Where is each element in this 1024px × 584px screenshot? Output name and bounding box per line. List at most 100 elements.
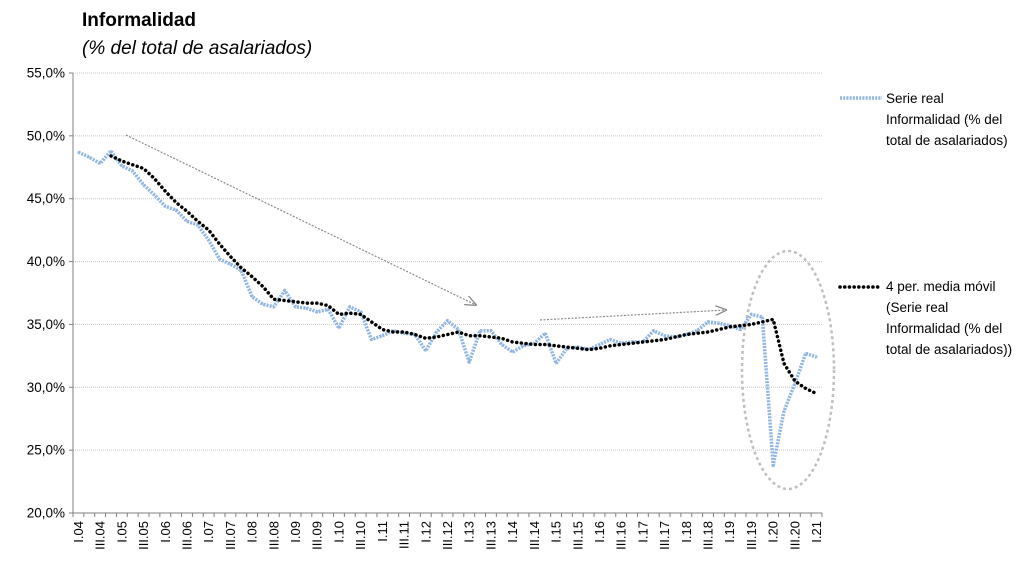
data-point	[750, 313, 753, 316]
data-point	[511, 350, 514, 354]
data-point	[174, 208, 178, 212]
data-point	[98, 162, 102, 165]
downtrend-arrow	[125, 134, 476, 305]
x-tick-label: I.16	[592, 521, 607, 543]
y-tick-label: 30,0%	[27, 380, 65, 395]
x-tick-label: III.15	[570, 521, 585, 550]
data-point	[283, 289, 286, 292]
series-real	[77, 149, 818, 467]
x-tick-label: III.09	[310, 521, 325, 550]
data-point	[348, 305, 351, 308]
x-tick-label: III.18	[701, 521, 716, 550]
x-tick-label: III.14	[527, 521, 542, 550]
x-tick-label: III.13	[483, 521, 498, 550]
y-tick-label: 35,0%	[27, 317, 65, 332]
data-point	[305, 306, 308, 310]
data-point	[609, 338, 612, 341]
data-point	[229, 262, 232, 266]
chart-subtitle: (% del total de asalariados)	[82, 38, 313, 59]
data-point	[294, 305, 297, 308]
data-point	[663, 334, 666, 337]
x-tick-label: I.09	[288, 521, 303, 543]
y-axis: 20,0% 25,0% 30,0% 35,0% 40,0% 45,0% 50,0% 55,0%	[27, 66, 74, 521]
data-point	[706, 320, 710, 324]
chart-title: Informalidad	[82, 10, 197, 31]
series-line	[77, 149, 818, 467]
y-tick-label: 40,0%	[27, 254, 65, 269]
data-point	[772, 464, 775, 467]
data-point	[316, 310, 319, 314]
data-point	[218, 257, 221, 261]
x-tick-label: III.20	[787, 521, 802, 550]
x-tick-label: I.13	[462, 521, 477, 543]
data-point	[153, 193, 156, 197]
data-point	[598, 343, 601, 346]
data-point	[109, 149, 113, 153]
y-tick-label: 25,0%	[27, 443, 65, 458]
data-point	[240, 269, 243, 272]
x-tick-label: I.15	[549, 521, 564, 543]
data-point	[261, 303, 265, 306]
x-tick-label: III.06	[179, 521, 194, 550]
gridlines	[73, 72, 822, 451]
data-point	[250, 295, 254, 298]
legend-entry-real: Serie real Informalidad (% del total de …	[838, 88, 1008, 151]
x-tick-label: I.19	[722, 521, 737, 543]
data-point	[804, 352, 807, 355]
x-tick-label: III.12	[440, 521, 455, 550]
legend-marks	[838, 96, 884, 289]
x-tick-label: I.18	[679, 521, 694, 543]
series-moving-average	[109, 154, 819, 396]
data-point	[77, 151, 80, 154]
data-point	[761, 315, 764, 319]
x-tick-label: III.16	[614, 521, 629, 550]
y-tick-label: 55,0%	[27, 66, 65, 81]
y-tick-label: 45,0%	[27, 191, 65, 206]
x-tick-label: III.08	[266, 521, 281, 550]
data-point	[185, 220, 189, 223]
x-tick-label: I.12	[418, 521, 433, 543]
data-point	[359, 310, 362, 314]
x-tick-label: I.06	[158, 521, 173, 543]
x-tick-label: III.17	[657, 521, 672, 550]
x-tick-label: III.04	[93, 521, 108, 550]
data-point	[435, 330, 438, 334]
x-tick-label: I.05	[114, 521, 129, 543]
data-point	[500, 343, 503, 346]
x-tick-label: I.21	[809, 521, 824, 543]
data-point	[793, 382, 797, 385]
data-point	[272, 305, 275, 308]
data-point	[142, 183, 145, 187]
data-point	[131, 169, 134, 173]
data-point	[446, 319, 449, 322]
x-tick-label: III.05	[136, 521, 151, 550]
x-tick-label: III.11	[397, 521, 412, 549]
x-tick-label: I.04	[71, 521, 86, 543]
x-tick-label: I.08	[245, 521, 260, 543]
y-tick-label: 20,0%	[27, 506, 65, 521]
data-point	[815, 355, 818, 359]
data-point	[468, 360, 471, 364]
data-point	[196, 223, 199, 227]
data-point	[424, 349, 427, 352]
legend-label-real: Serie real Informalidad (% del total de …	[886, 91, 1008, 148]
data-point	[381, 334, 384, 337]
data-point	[207, 239, 210, 242]
x-axis: I.04 III.04 I.05 III.05 I.06 III.06 I.07 III.07…	[71, 512, 824, 550]
data-point	[739, 328, 742, 331]
legend-label-ma: 4 per. media móvil (Serie real Informali…	[886, 279, 1013, 357]
data-point	[717, 322, 721, 325]
y-tick-label: 50,0%	[27, 128, 65, 143]
data-point	[337, 327, 341, 330]
data-point	[554, 362, 558, 365]
x-tick-label: III.10	[353, 521, 368, 550]
data-point	[522, 344, 525, 347]
x-tick-label: III.07	[223, 521, 238, 550]
data-point	[652, 329, 655, 332]
data-point	[478, 329, 482, 332]
data-point	[782, 410, 786, 413]
data-point	[457, 328, 460, 331]
legend-entry-ma: 4 per. media móvil (Serie real Informali…	[838, 276, 1018, 360]
data-point	[370, 338, 373, 341]
